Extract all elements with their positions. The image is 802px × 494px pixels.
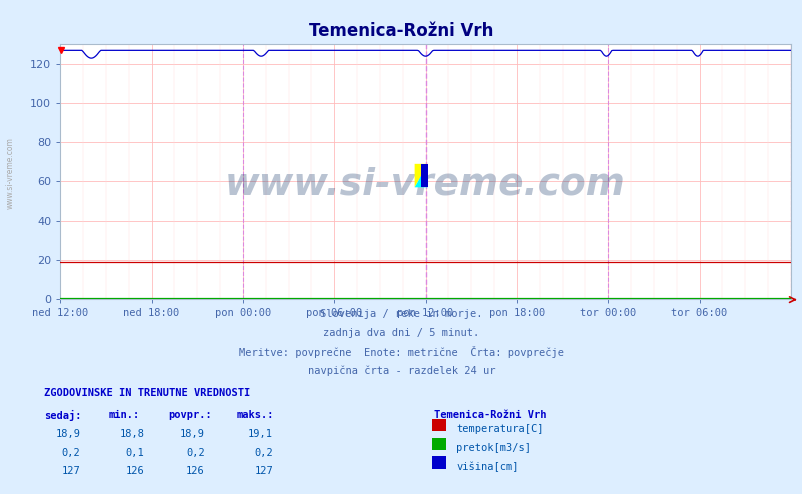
Text: Temenica-Rožni Vrh: Temenica-Rožni Vrh — [309, 22, 493, 40]
Text: www.si-vreme.com: www.si-vreme.com — [225, 166, 626, 203]
Text: Temenica-Rožni Vrh: Temenica-Rožni Vrh — [433, 410, 545, 420]
Text: 0,2: 0,2 — [186, 448, 205, 457]
Text: povpr.:: povpr.: — [168, 410, 212, 420]
Text: Slovenija / reke in morje.: Slovenija / reke in morje. — [320, 309, 482, 319]
Text: Meritve: povprečne  Enote: metrične  Črta: povprečje: Meritve: povprečne Enote: metrične Črta:… — [239, 346, 563, 358]
Text: 18,9: 18,9 — [180, 429, 205, 439]
Text: zadnja dva dni / 5 minut.: zadnja dva dni / 5 minut. — [323, 328, 479, 337]
Text: 127: 127 — [62, 466, 80, 476]
Text: www.si-vreme.com: www.si-vreme.com — [6, 137, 15, 209]
Polygon shape — [414, 164, 427, 187]
Text: ZGODOVINSKE IN TRENUTNE VREDNOSTI: ZGODOVINSKE IN TRENUTNE VREDNOSTI — [44, 388, 250, 398]
Text: 0,1: 0,1 — [126, 448, 144, 457]
Text: sedaj:: sedaj: — [44, 410, 82, 421]
Text: 18,9: 18,9 — [55, 429, 80, 439]
Text: 126: 126 — [186, 466, 205, 476]
Text: 127: 127 — [254, 466, 273, 476]
Text: 18,8: 18,8 — [119, 429, 144, 439]
Polygon shape — [414, 164, 427, 187]
Text: temperatura[C]: temperatura[C] — [456, 424, 543, 434]
Text: 126: 126 — [126, 466, 144, 476]
Text: pretok[m3/s]: pretok[m3/s] — [456, 443, 530, 453]
Text: min.:: min.: — [108, 410, 140, 420]
Polygon shape — [420, 164, 427, 187]
Text: navpična črta - razdelek 24 ur: navpična črta - razdelek 24 ur — [307, 365, 495, 375]
Text: 0,2: 0,2 — [62, 448, 80, 457]
Text: 0,2: 0,2 — [254, 448, 273, 457]
Text: višina[cm]: višina[cm] — [456, 461, 518, 472]
Text: 19,1: 19,1 — [248, 429, 273, 439]
Text: maks.:: maks.: — [237, 410, 274, 420]
